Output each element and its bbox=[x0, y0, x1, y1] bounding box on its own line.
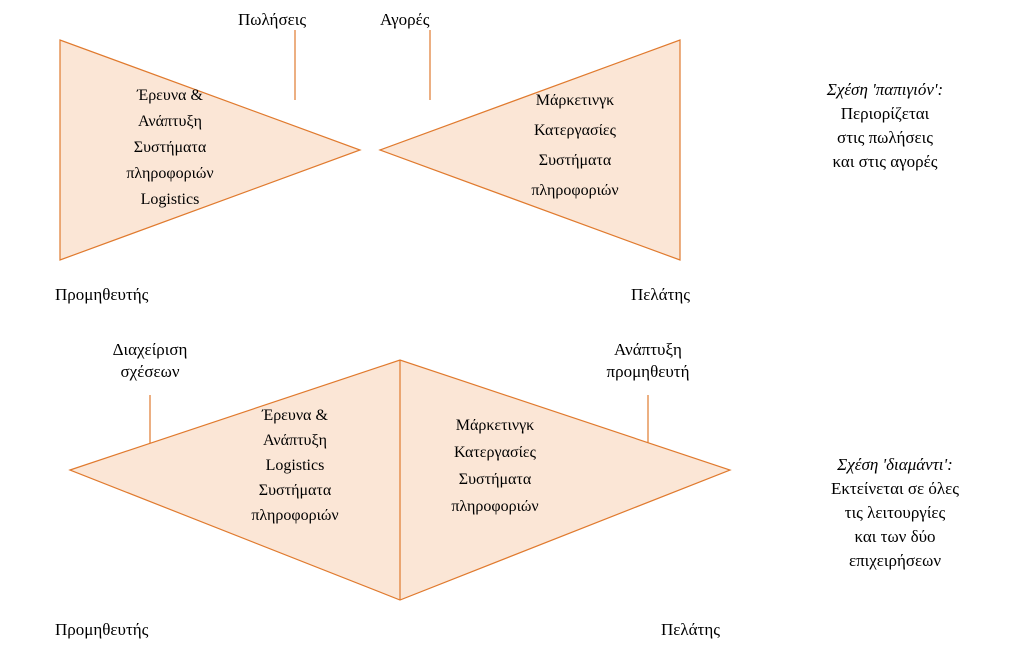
diamond-left-item: Ανάπτυξη bbox=[263, 432, 327, 449]
diamond-tr-label: Ανάπτυξη bbox=[614, 340, 682, 359]
bowtie-supplier-label: Προμηθευτής bbox=[55, 285, 149, 304]
bowtie-purchases-label: Αγορές bbox=[380, 10, 430, 29]
diamond-right-item: Συστήματα bbox=[459, 471, 532, 488]
bowtie-right-triangle bbox=[380, 40, 680, 260]
bowtie-left-item: Συστήματα bbox=[134, 139, 207, 156]
diamond-right-item: Κατεργασίες bbox=[454, 444, 537, 461]
bowtie-right-item: Μάρκετινγκ bbox=[536, 92, 614, 109]
bowtie-right-item: Συστήματα bbox=[539, 152, 612, 169]
diamond-left-item: πληροφοριών bbox=[251, 507, 338, 524]
diamond-caption-line: Σχέση 'διαμάντι': bbox=[836, 455, 953, 474]
bowtie-caption-line: στις πωλήσεις bbox=[837, 128, 933, 147]
diamond-left-item: Logistics bbox=[266, 457, 325, 474]
diamond-tl-label: σχέσεων bbox=[120, 362, 179, 381]
bowtie-left-triangle bbox=[60, 40, 360, 260]
diamond-tr-label: προμηθευτή bbox=[607, 362, 690, 381]
bowtie-right-item: Κατεργασίες bbox=[534, 122, 617, 139]
bowtie-right-item: πληροφοριών bbox=[531, 182, 618, 199]
diamond-caption-line: τις λειτουργίες bbox=[845, 503, 946, 522]
bowtie-left-item: Ανάπτυξη bbox=[138, 113, 202, 130]
bowtie-caption-line: Σχέση 'παπιγιόν': bbox=[826, 80, 943, 99]
bowtie-caption-line: και στις αγορές bbox=[833, 152, 938, 171]
diamond-right-item: Μάρκετινγκ bbox=[456, 417, 534, 434]
diamond-caption-line: και των δύο bbox=[854, 527, 935, 546]
bowtie-sales-label: Πωλήσεις bbox=[238, 10, 306, 29]
bowtie-caption-line: Περιορίζεται bbox=[841, 104, 930, 123]
diamond-supplier-label: Προμηθευτής bbox=[55, 620, 149, 639]
diamond-tl-label: Διαχείριση bbox=[113, 340, 188, 359]
bowtie-left-item: Logistics bbox=[141, 191, 200, 208]
diamond-left-item: Έρευνα & bbox=[261, 407, 328, 424]
bowtie-customer-label: Πελάτης bbox=[631, 285, 690, 304]
diamond-customer-label: Πελάτης bbox=[661, 620, 720, 639]
diamond-caption-line: επιχειρήσεων bbox=[849, 551, 941, 570]
diamond-caption-line: Εκτείνεται σε όλες bbox=[831, 479, 959, 498]
bowtie-left-item: πληροφοριών bbox=[126, 165, 213, 182]
bowtie-left-item: Έρευνα & bbox=[136, 87, 203, 104]
diamond-left-item: Συστήματα bbox=[259, 482, 332, 499]
diamond-right-item: πληροφοριών bbox=[451, 498, 538, 515]
